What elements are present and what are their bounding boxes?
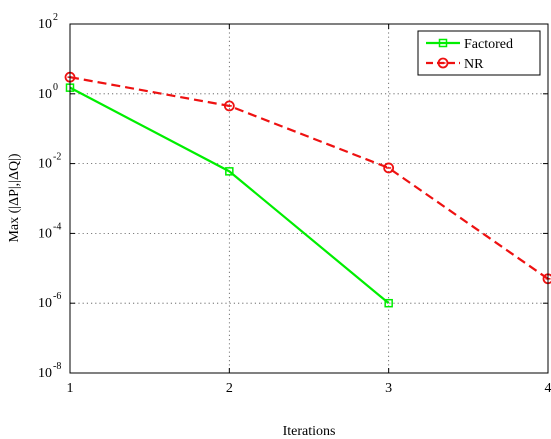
x-axis-label: Iterations <box>283 424 336 439</box>
factored-marker <box>225 167 234 176</box>
y-tick-base: 10 <box>38 366 52 381</box>
x-tick-label: 3 <box>385 381 392 396</box>
y-tick-label: 10 0 <box>38 82 58 102</box>
series-layer <box>64 71 551 308</box>
y-tick-label: 10 2 <box>38 12 58 32</box>
y-tick-base: 10 <box>38 226 52 241</box>
x-tick-label: 1 <box>67 381 74 396</box>
y-tick-base: 10 <box>38 87 52 102</box>
legend: Factored NR <box>417 30 541 76</box>
y-tick-label: 10 -8 <box>38 361 61 381</box>
y-tick-exponent: -8 <box>53 361 61 372</box>
legend-item-factored: Factored <box>426 37 513 52</box>
nr-marker-legend <box>437 57 449 69</box>
nr-marker <box>223 100 235 112</box>
series-factored <box>65 83 393 308</box>
series-nr <box>64 71 551 285</box>
factored-marker-legend <box>438 38 448 48</box>
y-tick-base: 10 <box>38 296 52 311</box>
y-tick-base: 10 <box>38 17 52 32</box>
y-axis-label: Max (|ΔP|,|ΔQ|) <box>7 153 22 242</box>
legend-label: Factored <box>464 37 513 52</box>
legend-item-nr: NR <box>426 57 484 72</box>
y-tick-exponent: -4 <box>53 221 61 232</box>
y-tick-exponent: 2 <box>53 12 58 23</box>
grid <box>70 24 548 373</box>
nr-line <box>69 76 549 280</box>
factored-marker <box>384 298 393 308</box>
y-tick-exponent: 0 <box>53 82 58 93</box>
y-tick-exponent: -6 <box>53 291 61 302</box>
y-tick-label: 10 -6 <box>38 291 61 311</box>
nr-marker <box>383 162 395 174</box>
y-tick-label: 10 -4 <box>38 221 61 241</box>
y-tick-label: 10 -2 <box>38 152 61 172</box>
x-tick-label: 2 <box>226 381 233 396</box>
legend-label: NR <box>464 57 484 72</box>
plot-frame <box>69 23 549 374</box>
legend-box <box>417 30 541 76</box>
factored-line <box>69 86 390 305</box>
axis-ticks <box>69 23 549 374</box>
y-tick-exponent: -2 <box>53 152 61 163</box>
y-tick-base: 10 <box>38 157 52 172</box>
x-tick-label: 4 <box>545 381 551 396</box>
